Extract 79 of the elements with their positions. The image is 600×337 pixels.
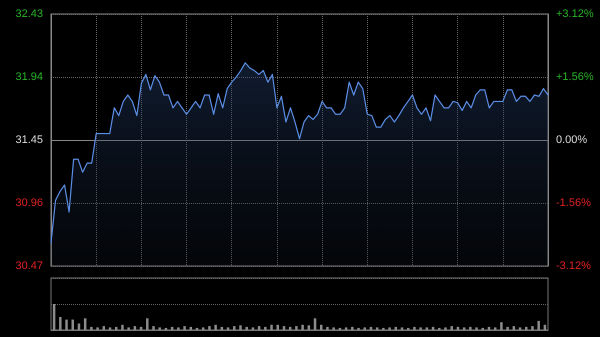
bar	[488, 326, 490, 330]
bar	[370, 326, 372, 330]
bar	[469, 326, 472, 330]
bar	[59, 317, 62, 330]
bar	[102, 326, 106, 330]
bar	[276, 324, 279, 330]
y2-tick-label: -3.12%	[556, 260, 592, 272]
bar	[108, 327, 112, 330]
y-tick-label: 30.47	[15, 260, 43, 272]
bar	[190, 326, 192, 330]
bar	[531, 326, 534, 330]
bar	[288, 326, 292, 330]
bar	[314, 318, 316, 330]
bar	[121, 324, 124, 330]
bar	[96, 327, 99, 330]
bar	[344, 327, 348, 330]
bar	[394, 326, 398, 330]
y-tick-label: 31.94	[15, 71, 43, 83]
bar	[114, 326, 118, 330]
bar	[494, 327, 496, 330]
bar	[525, 326, 528, 330]
bar	[295, 326, 298, 330]
bar	[183, 326, 186, 330]
bar	[84, 318, 86, 330]
bar	[320, 324, 322, 330]
bar	[214, 324, 217, 330]
bar	[332, 327, 335, 330]
y-tick-label: 32.43	[15, 8, 43, 20]
bar	[140, 326, 142, 330]
bar	[506, 326, 509, 330]
bar	[512, 326, 516, 330]
y2-tick-label: +3.12%	[556, 8, 594, 20]
bar	[264, 326, 267, 330]
bar	[177, 327, 180, 330]
bar	[544, 324, 546, 330]
bar	[456, 326, 460, 330]
bar	[301, 324, 304, 330]
bar	[426, 327, 428, 330]
bar	[90, 326, 93, 330]
bar	[450, 326, 453, 330]
bar	[65, 320, 68, 330]
bar	[419, 327, 422, 330]
y-tick-label: 31.45	[15, 134, 43, 146]
bar	[220, 326, 224, 330]
bar	[239, 325, 242, 330]
bar	[202, 327, 204, 330]
bar	[127, 327, 130, 330]
y2-tick-label: 0.00%	[556, 134, 588, 146]
bar	[72, 320, 74, 330]
bar	[78, 324, 80, 330]
bar	[413, 326, 416, 330]
y-tick-label: 30.96	[15, 197, 43, 209]
bar	[308, 325, 310, 330]
y2-tick-label: -1.56%	[556, 197, 592, 209]
bar	[475, 327, 478, 330]
bar	[462, 327, 466, 330]
bar	[170, 326, 174, 330]
y2-tick-label: +1.56%	[556, 71, 594, 83]
bar	[518, 327, 522, 330]
bar	[351, 326, 354, 330]
bar	[158, 327, 161, 330]
bar	[146, 318, 149, 330]
bar	[245, 326, 248, 330]
bar	[388, 327, 391, 330]
bar	[363, 327, 366, 330]
bar	[537, 320, 540, 330]
bar	[376, 327, 378, 330]
bar	[326, 326, 329, 330]
bar	[208, 326, 211, 330]
bar	[500, 322, 503, 330]
bar	[258, 326, 260, 330]
bar	[270, 324, 273, 330]
bar	[226, 327, 230, 330]
bar	[52, 304, 56, 330]
bar	[134, 326, 136, 330]
bar	[252, 327, 254, 330]
bar	[282, 326, 286, 330]
bar	[432, 326, 434, 330]
bar	[233, 326, 236, 330]
